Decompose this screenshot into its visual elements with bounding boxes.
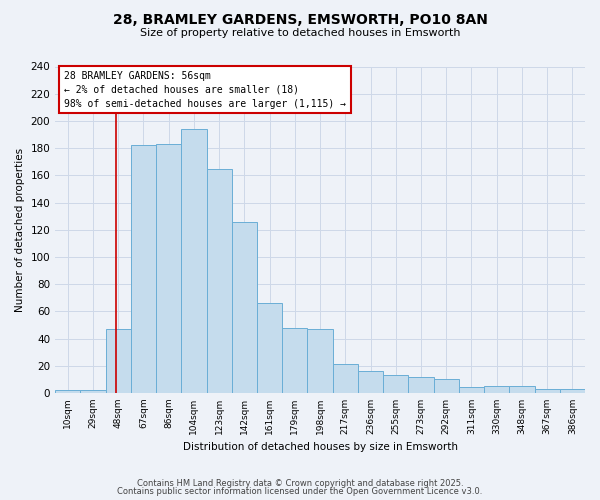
Bar [80, 390, 106, 393]
Bar [383, 375, 409, 393]
Bar [484, 386, 509, 393]
Bar [181, 129, 206, 393]
Bar [206, 168, 232, 393]
Bar [459, 388, 484, 393]
Bar [55, 390, 80, 393]
Text: 28, BRAMLEY GARDENS, EMSWORTH, PO10 8AN: 28, BRAMLEY GARDENS, EMSWORTH, PO10 8AN [113, 12, 487, 26]
Bar [509, 386, 535, 393]
Bar [131, 146, 156, 393]
Text: Contains public sector information licensed under the Open Government Licence v3: Contains public sector information licen… [118, 487, 482, 496]
Text: 28 BRAMLEY GARDENS: 56sqm
← 2% of detached houses are smaller (18)
98% of semi-d: 28 BRAMLEY GARDENS: 56sqm ← 2% of detach… [64, 70, 346, 108]
Bar [358, 371, 383, 393]
Bar [282, 328, 307, 393]
Bar [409, 376, 434, 393]
Bar [106, 329, 131, 393]
Bar [156, 144, 181, 393]
Bar [307, 329, 332, 393]
Y-axis label: Number of detached properties: Number of detached properties [15, 148, 25, 312]
Bar [434, 380, 459, 393]
Bar [232, 222, 257, 393]
Bar [560, 389, 585, 393]
Bar [535, 389, 560, 393]
Bar [332, 364, 358, 393]
Bar [257, 303, 282, 393]
Text: Contains HM Land Registry data © Crown copyright and database right 2025.: Contains HM Land Registry data © Crown c… [137, 478, 463, 488]
Text: Size of property relative to detached houses in Emsworth: Size of property relative to detached ho… [140, 28, 460, 38]
X-axis label: Distribution of detached houses by size in Emsworth: Distribution of detached houses by size … [182, 442, 458, 452]
